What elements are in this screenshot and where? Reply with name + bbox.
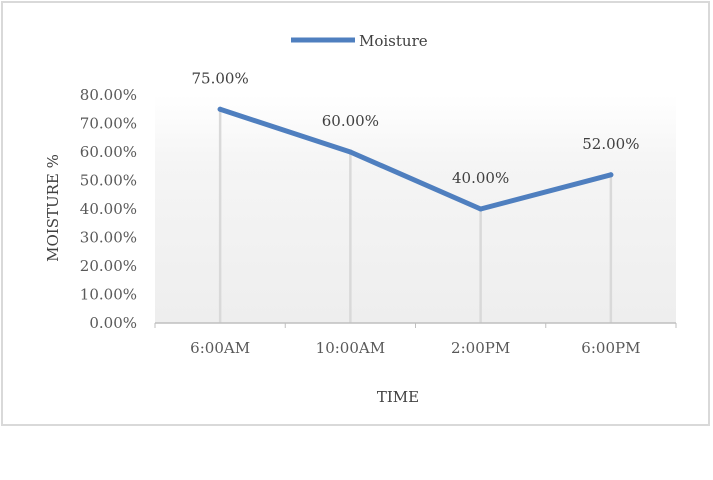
data-label: 40.00% <box>452 169 509 187</box>
y-axis-title: MOISTURE % <box>44 154 62 262</box>
y-axis-tick-labels: 0.00% 10.00% 20.00% 30.00% 40.00% 50.00% 60.00… <box>80 86 137 332</box>
data-label: 60.00% <box>322 112 379 130</box>
data-label: 52.00% <box>582 135 639 153</box>
x-axis-ticks <box>154 323 677 328</box>
plot-area <box>155 95 676 323</box>
series-line-moisture <box>217 106 614 212</box>
y-axis-tick-label: 20.00% <box>80 257 137 275</box>
data-point <box>347 149 353 155</box>
x-axis-tick-label: 6:00PM <box>581 339 640 357</box>
data-labels: 75.00% 60.00% 40.00% 52.00% <box>192 69 639 212</box>
y-axis-tick-label: 0.00% <box>89 314 137 332</box>
x-axis-title: TIME <box>377 388 419 406</box>
legend: Moisture <box>291 32 428 50</box>
x-axis-tick-labels: 6:00AM 10:00AM 2:00PM 6:00PM <box>190 339 640 357</box>
y-axis-tick-label: 30.00% <box>80 229 137 247</box>
y-axis-tick-label: 50.00% <box>80 172 137 190</box>
data-point <box>217 106 223 112</box>
data-label: 75.00% <box>192 69 249 87</box>
data-point <box>608 172 614 178</box>
y-axis-tick-label: 10.00% <box>80 286 137 304</box>
y-axis-tick-label: 70.00% <box>80 115 137 133</box>
x-axis-tick-label: 10:00AM <box>316 339 385 357</box>
legend-label-moisture: Moisture <box>359 32 428 50</box>
y-axis-tick-label: 60.00% <box>80 143 137 161</box>
drop-lines <box>218 109 613 323</box>
y-axis-tick-label: 80.00% <box>80 86 137 104</box>
y-axis-tick-label: 40.00% <box>80 200 137 218</box>
data-point <box>478 206 484 212</box>
x-axis-tick-label: 2:00PM <box>451 339 510 357</box>
x-axis-tick-label: 6:00AM <box>190 339 250 357</box>
